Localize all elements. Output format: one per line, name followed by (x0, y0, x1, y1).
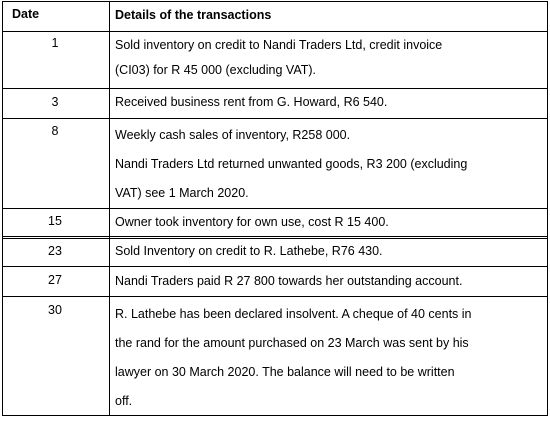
row-details: Nandi Traders paid R 27 800 towards her … (115, 269, 543, 294)
row-date: 30 (48, 303, 62, 317)
detail-line: off. (115, 394, 133, 408)
row-date: 27 (48, 273, 62, 287)
row-date: 1 (51, 36, 59, 50)
detail-line: Owner took inventory for own use, cost R… (115, 215, 389, 229)
detail-line: (CI03) for R 45 000 (excluding VAT). (115, 63, 317, 77)
header-details: Details of the transactions (115, 8, 272, 22)
detail-line: Sold inventory on credit to Nandi Trader… (115, 38, 443, 52)
row-date: 3 (51, 95, 59, 109)
row-details: Weekly cash sales of inventory, R258 000… (115, 121, 543, 208)
detail-line: Weekly cash sales of inventory, R258 000… (115, 128, 351, 142)
detail-line: Received business rent from G. Howard, R… (115, 95, 388, 109)
transactions-table: Date Details of the transactions 1 Sold … (2, 1, 548, 416)
detail-line: Nandi Traders paid R 27 800 towards her … (115, 274, 463, 288)
table-row: 3 Received business rent from G. Howard,… (2, 88, 548, 119)
detail-line: lawyer on 30 March 2020. The balance wil… (115, 365, 455, 379)
row-date: 15 (48, 214, 62, 228)
table-row: 8 Weekly cash sales of inventory, R258 0… (2, 118, 548, 209)
detail-line: the rand for the amount purchased on 23 … (115, 336, 469, 350)
row-details: Sold Inventory on credit to R. Lathebe, … (115, 239, 543, 264)
row-date: 8 (51, 124, 59, 138)
table-row: 23 Sold Inventory on credit to R. Latheb… (2, 236, 548, 268)
header-date: Date (12, 7, 40, 21)
row-details: R. Lathebe has been declared insolvent. … (115, 300, 543, 416)
detail-line: VAT) see 1 March 2020. (115, 186, 249, 200)
row-date: 23 (48, 244, 62, 258)
row-details: Owner took inventory for own use, cost R… (115, 210, 543, 235)
table-row: 27 Nandi Traders paid R 27 800 towards h… (2, 266, 548, 297)
table-row: 30 R. Lathebe has been declared insolven… (2, 296, 548, 416)
row-details: Sold inventory on credit to Nandi Trader… (115, 33, 543, 83)
row-details: Received business rent from G. Howard, R… (115, 90, 543, 115)
detail-line: Sold Inventory on credit to R. Lathebe, … (115, 244, 383, 258)
table-header-row: Date Details of the transactions (2, 1, 548, 32)
detail-line: R. Lathebe has been declared insolvent. … (115, 307, 472, 321)
detail-line: Nandi Traders Ltd returned unwanted good… (115, 157, 468, 171)
table-row: 1 Sold inventory on credit to Nandi Trad… (2, 31, 548, 89)
table-row: 15 Owner took inventory for own use, cos… (2, 208, 548, 237)
